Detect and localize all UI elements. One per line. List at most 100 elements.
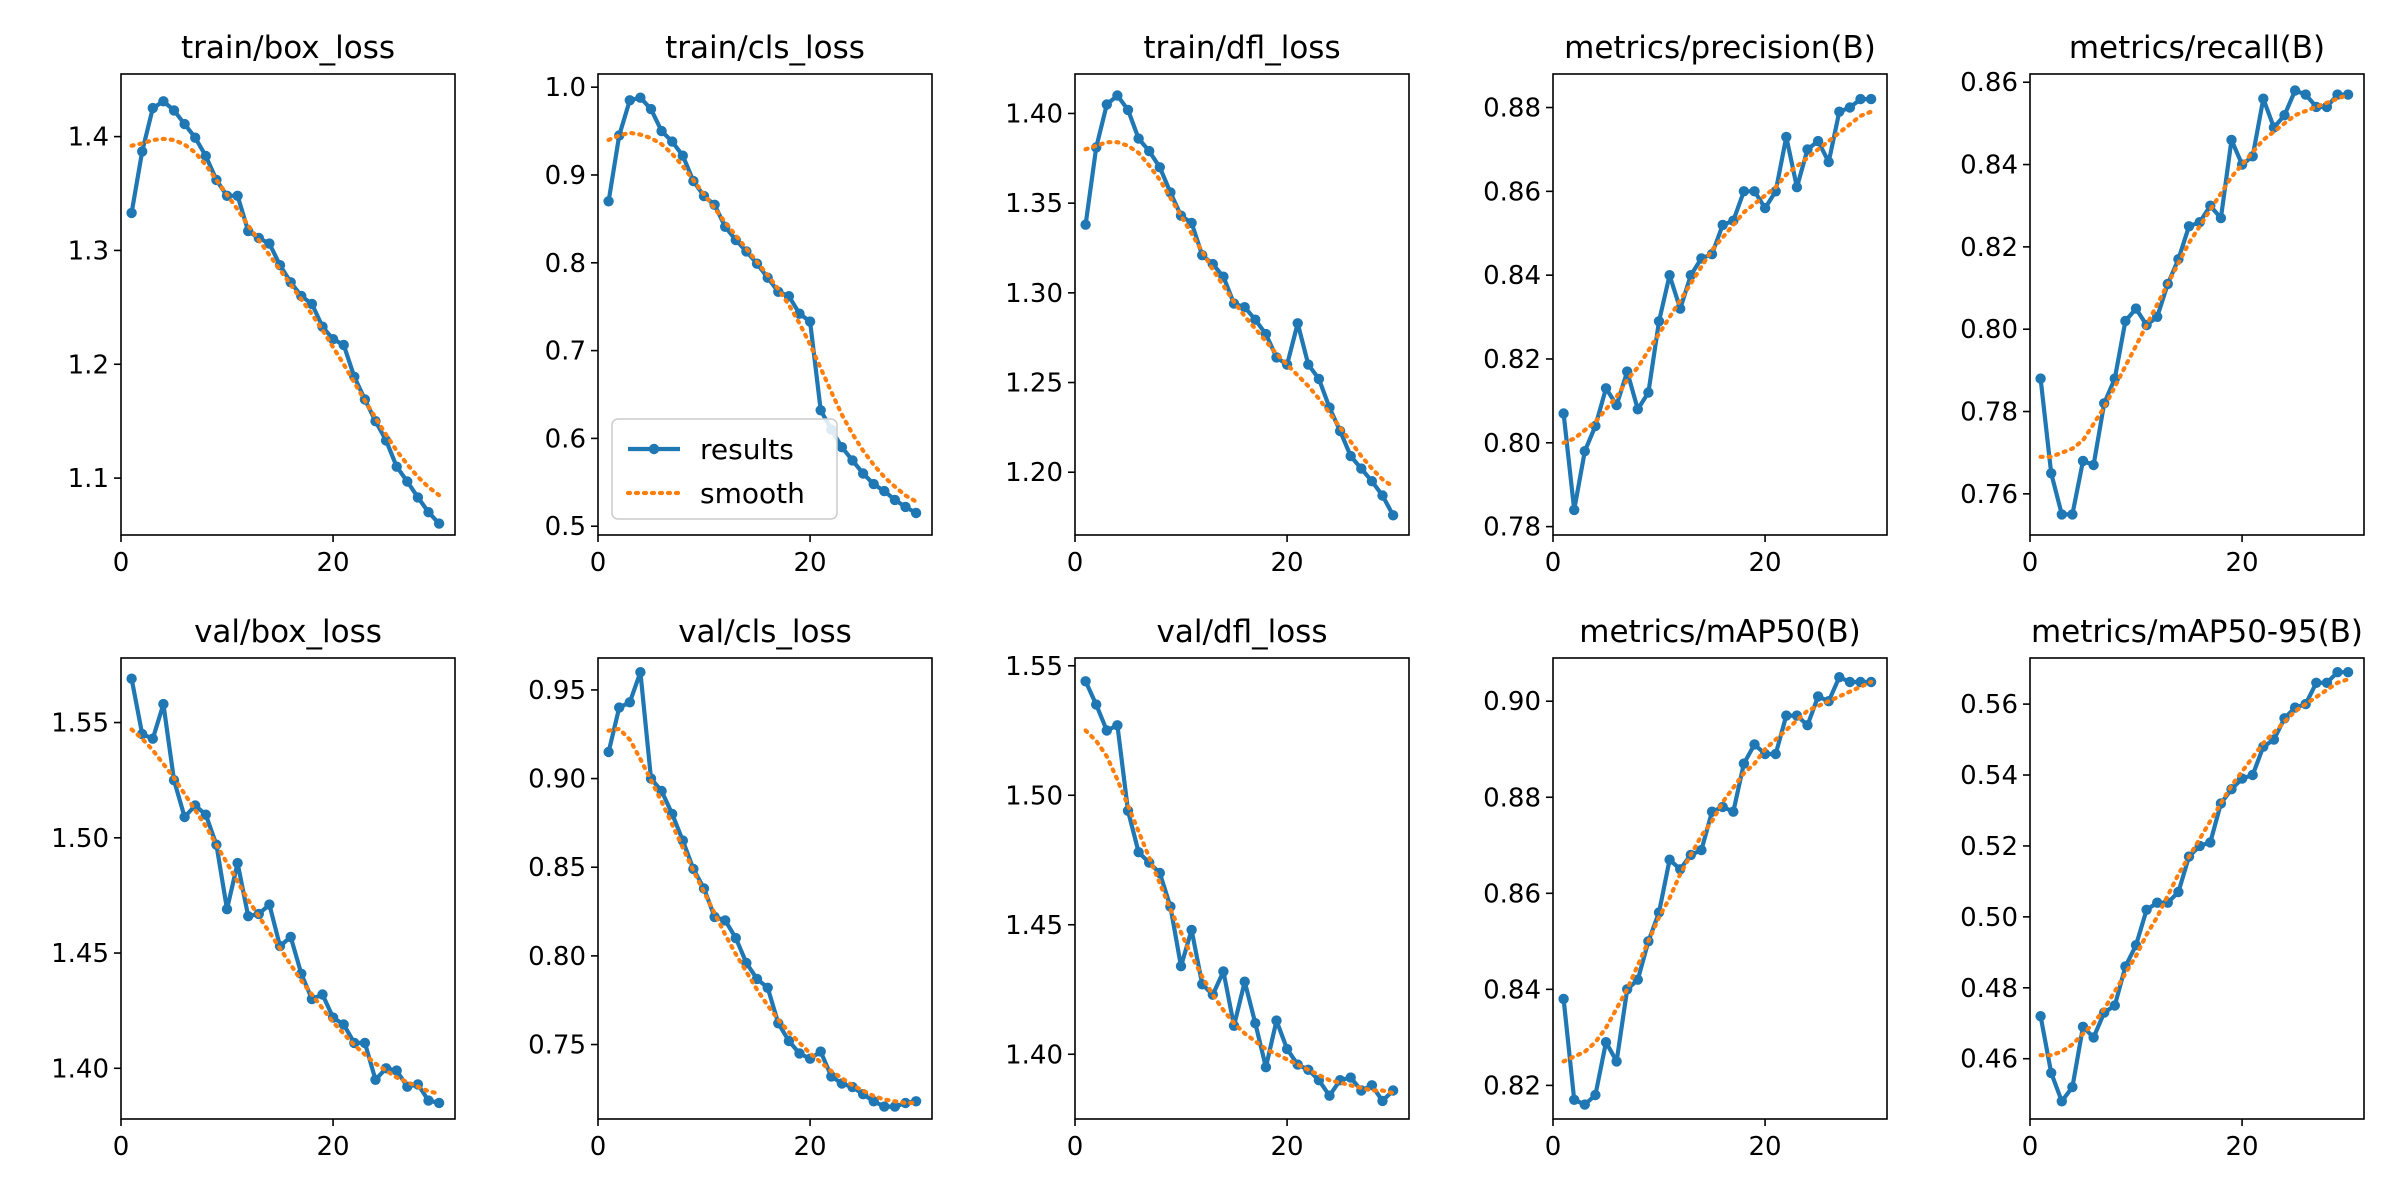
y-tick-label: 0.7 (545, 337, 586, 367)
y-tick-label: 0.85 (528, 853, 586, 883)
data-point-results (264, 238, 275, 249)
data-point-results (200, 809, 211, 820)
axes-frame (1074, 73, 1410, 536)
data-point-results (2279, 110, 2290, 121)
data-point-results (1239, 302, 1250, 313)
data-point-results (1802, 720, 1813, 731)
chart-title: metrics/precision(B) (1564, 30, 1876, 66)
data-point-results (1685, 270, 1697, 281)
data-point-results (1781, 710, 1792, 721)
y-tick-label: 0.82 (1483, 1071, 1541, 1101)
data-point-results (137, 146, 148, 157)
data-point-results (815, 405, 826, 416)
data-point-results (2088, 459, 2099, 471)
data-point-results (2067, 1081, 2078, 1093)
data-point-results (624, 95, 635, 106)
x-tick-label: 0 (113, 548, 130, 578)
series-line-results (606, 670, 917, 1109)
data-point-results (720, 915, 731, 926)
data-point-results (879, 1101, 890, 1112)
data-point-results (359, 1037, 371, 1049)
data-point-results (1239, 976, 1250, 987)
y-tick-label: 0.76 (1960, 480, 2018, 510)
series-line-smooth (1083, 728, 1396, 1096)
data-point-results (380, 435, 392, 446)
y-tick-label: 0.6 (545, 424, 586, 454)
data-point-results (1600, 1037, 1612, 1048)
data-point-results (2226, 134, 2237, 146)
data-point-results (2046, 468, 2057, 479)
x-tick-label: 20 (1749, 1132, 1782, 1162)
y-tick-label: 0.82 (1960, 233, 2018, 263)
x-tick-label: 0 (1545, 548, 1562, 578)
x-tick-label: 20 (794, 1132, 827, 1162)
series-line-results (129, 678, 440, 1105)
data-point-results (2088, 1032, 2099, 1043)
data-point-results (179, 811, 190, 823)
data-point-results (391, 461, 402, 472)
data-point-results (1080, 219, 1091, 230)
y-tick-label: 1.4 (68, 123, 109, 153)
series-line-smooth (129, 727, 442, 1096)
series-line-results (2038, 670, 2349, 1104)
y-tick-label: 0.52 (1960, 832, 2018, 862)
data-point-results (327, 334, 339, 345)
data-point-results (1749, 739, 1760, 750)
data-point-results (1696, 844, 1707, 856)
data-point-results (783, 1035, 795, 1047)
data-point-results (1781, 131, 1792, 143)
x-tick-label: 0 (113, 1132, 130, 1162)
data-point-results (1579, 1099, 1591, 1110)
data-point-results (667, 136, 678, 147)
data-point-results (158, 698, 169, 710)
chart-panel-val-box-loss: val/box_loss 0 20 1.40 1.45 1.50 1.55 (51, 614, 456, 1162)
data-point-results (2130, 303, 2142, 314)
chart-title: metrics/mAP50(B) (1579, 614, 1860, 650)
data-point-results (815, 1046, 826, 1057)
data-point-results (868, 1096, 879, 1107)
data-point-results (2215, 212, 2227, 224)
legend-label-results: results (700, 433, 794, 466)
data-point-results (2152, 897, 2163, 908)
y-tick-label: 0.78 (1960, 398, 2018, 428)
y-tick-label: 0.90 (528, 765, 586, 795)
data-point-results (2046, 1067, 2057, 1079)
y-tick-label: 1.1 (68, 464, 109, 494)
data-point-results (1260, 1062, 1272, 1073)
chart-panel-metrics-recall-b: metrics/recall(B) 0 20 0.76 0.78 0.80 0.82 0.84… (1960, 30, 2365, 578)
data-point-results (2342, 89, 2354, 100)
data-point-results (190, 132, 201, 143)
data-point-results (2173, 886, 2184, 898)
data-point-results (1611, 1056, 1622, 1067)
data-point-results (2321, 677, 2333, 688)
data-point-results (1356, 463, 1367, 474)
data-point-results (656, 125, 667, 137)
data-point-results (1579, 446, 1591, 457)
data-point-results (1345, 450, 1356, 462)
x-tick-label: 0 (1067, 1132, 1084, 1162)
y-tick-label: 0.86 (1483, 177, 1541, 207)
y-tick-label: 1.40 (1005, 1040, 1063, 1070)
y-tick-label: 1.3 (68, 236, 109, 266)
x-tick-label: 0 (590, 1132, 607, 1162)
data-point-results (1281, 1043, 1293, 1055)
data-point-results (232, 190, 243, 201)
series-line-results (129, 99, 441, 526)
legend: results smooth (611, 418, 838, 520)
y-tick-label: 0.88 (1483, 783, 1541, 813)
y-tick-label: 1.55 (51, 709, 109, 739)
data-point-results (1271, 1015, 1282, 1026)
data-point-results (2289, 85, 2301, 96)
data-point-results (1303, 359, 1314, 370)
axes-frame (597, 657, 933, 1120)
data-point-results (1855, 93, 1866, 105)
data-point-results (857, 468, 869, 479)
x-tick-label: 0 (1067, 548, 1084, 578)
y-tick-label: 1.30 (1005, 279, 1063, 309)
y-tick-label: 0.95 (528, 676, 586, 706)
y-tick-label: 1.35 (1005, 189, 1063, 219)
data-point-results (1823, 156, 1834, 168)
data-point-results (1802, 144, 1813, 155)
data-point-results (126, 207, 137, 219)
